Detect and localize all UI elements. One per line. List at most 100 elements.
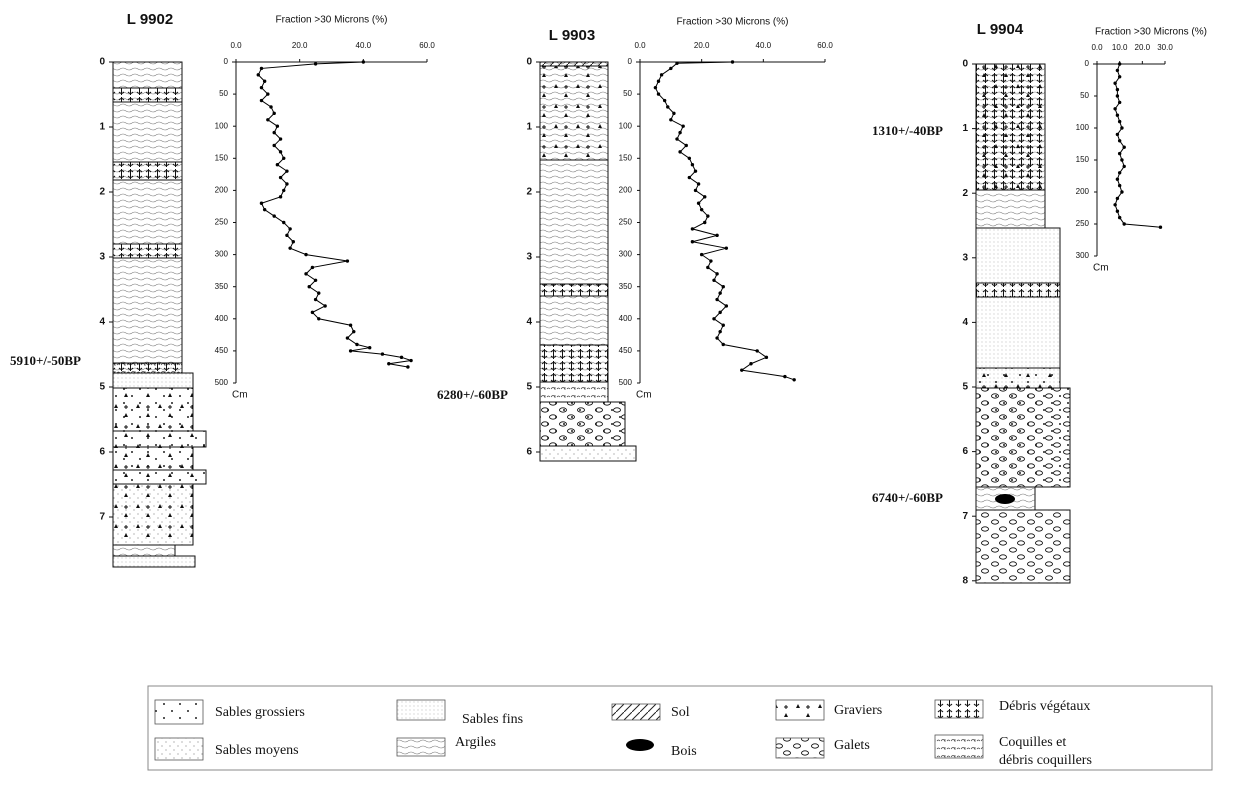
profile-point: [700, 253, 703, 256]
profile-point: [276, 125, 279, 128]
legend-label: Débris végétaux: [999, 699, 1090, 714]
profile-point: [1116, 210, 1119, 213]
sediment-layer: [113, 162, 182, 180]
profile-point: [691, 163, 694, 166]
profile-point: [400, 356, 403, 359]
profile-point: [685, 144, 688, 147]
sediment-layer: [113, 470, 206, 484]
y-tick-label: 200: [215, 186, 229, 195]
profile-point: [669, 118, 672, 121]
y-tick-label: 150: [1076, 155, 1090, 164]
profile-point: [1116, 88, 1119, 91]
profile-point: [1118, 171, 1121, 174]
profile-point: [688, 176, 691, 179]
profile-point: [740, 368, 743, 371]
y-tick-label: 400: [619, 314, 633, 323]
y-tick-label: 300: [1076, 251, 1090, 260]
x-tick-label: 0.0: [634, 41, 646, 50]
y-tick-label: 50: [623, 89, 632, 98]
sediment-layer: [540, 284, 608, 296]
depth-tick-label: 2: [962, 188, 968, 199]
sediment-layer: [113, 363, 182, 373]
y-tick-label: 450: [215, 346, 229, 355]
profile-line: [655, 62, 794, 380]
radiocarbon-date: 1310+/-40BP: [872, 123, 943, 138]
profile-point: [1118, 75, 1121, 78]
legend-swatch: [397, 738, 445, 756]
profile-point: [697, 182, 700, 185]
profile-point: [304, 272, 307, 275]
profile-point: [269, 105, 272, 108]
legend-label: Sables moyens: [215, 743, 299, 758]
profile-point: [703, 195, 706, 198]
legend-label: Argiles: [455, 735, 496, 750]
legend-label: Coquilles et: [999, 735, 1066, 750]
sediment-layer: [540, 62, 608, 66]
profile-point: [311, 311, 314, 314]
profile-point: [1123, 146, 1126, 149]
profile-point: [282, 221, 285, 224]
sediment-layer: [113, 431, 206, 447]
depth-tick-label: 1: [526, 122, 532, 133]
core-title: L 9904: [977, 21, 1024, 38]
profile-point: [314, 279, 317, 282]
profile-point: [257, 73, 260, 76]
y-tick-label: 0: [1085, 59, 1090, 68]
profile-line: [1115, 64, 1160, 227]
sediment-layer: [540, 66, 608, 160]
depth-tick-label: 4: [962, 317, 968, 328]
profile-point: [381, 352, 384, 355]
sediment-layer: [976, 388, 1070, 487]
profile-point: [663, 99, 666, 102]
depth-tick-label: 3: [99, 252, 105, 263]
profile-point: [657, 92, 660, 95]
profile-point: [1120, 126, 1123, 129]
profile-point: [308, 285, 311, 288]
y-tick-label: 50: [1080, 91, 1089, 100]
y-tick-label: 250: [1076, 219, 1090, 228]
profile-point: [694, 189, 697, 192]
depth-tick-label: 4: [99, 317, 105, 328]
x-tick-label: 20.0: [292, 41, 308, 50]
x-tick-label: 0.0: [1091, 43, 1103, 52]
profile-point: [349, 349, 352, 352]
profile-point: [678, 131, 681, 134]
profile-point: [691, 227, 694, 230]
profile-point: [346, 259, 349, 262]
profile-point: [266, 118, 269, 121]
legend-swatch: [626, 739, 654, 751]
sediment-layer: [113, 545, 175, 556]
profile-point: [311, 266, 314, 269]
depth-tick-label: 7: [962, 511, 968, 522]
profile-point: [1118, 216, 1121, 219]
y-tick-label: 150: [215, 153, 229, 162]
depth-tick-label: 2: [526, 187, 532, 198]
profile-point: [715, 234, 718, 237]
profile-point: [260, 202, 263, 205]
profile-point: [317, 317, 320, 320]
profile-point: [1116, 114, 1119, 117]
x-tick-label: 20.0: [1135, 43, 1151, 52]
profile-point: [715, 336, 718, 339]
profile-point: [725, 246, 728, 249]
profile-point: [709, 259, 712, 262]
chart-title: Fraction >30 Microns (%): [1095, 27, 1207, 38]
profile-point: [285, 182, 288, 185]
legend-swatch: [935, 700, 983, 718]
profile-point: [266, 92, 269, 95]
profile-point: [678, 150, 681, 153]
profile-point: [260, 67, 263, 70]
sediment-layer: [976, 368, 1060, 388]
profile-point: [368, 346, 371, 349]
chart-title: Fraction >30 Microns (%): [276, 15, 388, 26]
y-tick-label: 250: [215, 218, 229, 227]
profile-point: [700, 208, 703, 211]
y-tick-label: 500: [619, 378, 633, 387]
depth-tick-label: 3: [962, 252, 968, 263]
profile-point: [725, 304, 728, 307]
depth-tick-label: 5: [962, 382, 968, 393]
sediment-layer: [976, 283, 1060, 297]
profile-point: [749, 362, 752, 365]
profile-line: [258, 62, 411, 367]
sediment-layer: [540, 382, 608, 402]
